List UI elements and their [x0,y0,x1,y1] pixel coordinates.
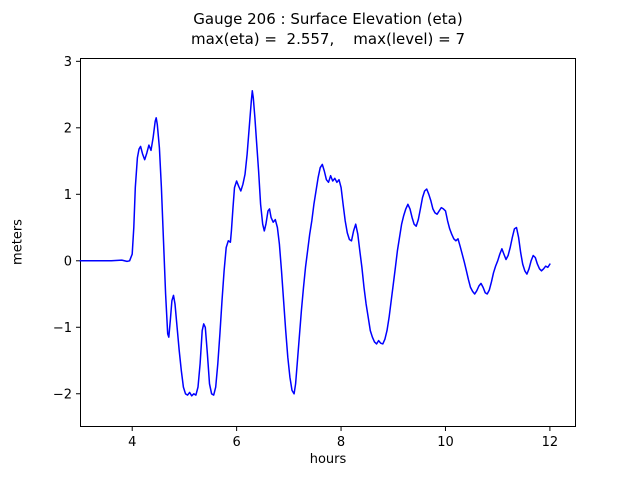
x-tick-label: 6 [232,435,240,450]
x-tick-label: 10 [437,435,454,450]
y-tick-label: 2 [64,121,72,136]
x-tick-label: 8 [337,435,345,450]
chart-subtitle: max(eta) = 2.557, max(level) = 7 [190,30,466,48]
y-tick-label: 3 [64,55,72,70]
y-tick-label: 1 [64,188,72,203]
x-axis-label: hours [309,452,347,467]
chart-title: Gauge 206 : Surface Elevation (eta) [193,10,463,28]
x-tick-label: 4 [128,435,136,450]
y-tick-label: −1 [53,321,72,336]
y-tick-label: −2 [53,387,72,402]
axes-frame [80,58,576,427]
eta-series-line [79,90,551,397]
x-tick-label: 12 [542,435,559,450]
y-tick-label: 0 [64,254,72,269]
